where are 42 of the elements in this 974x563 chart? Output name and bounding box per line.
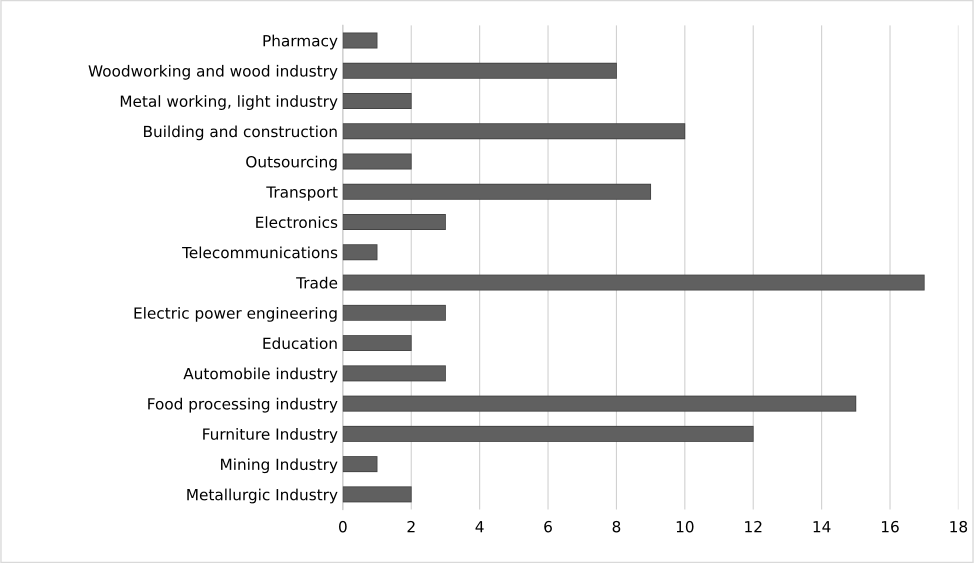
y-tick-label: Electric power engineering: [134, 307, 337, 322]
y-tick-label: Woodworking and wood industry: [88, 64, 338, 80]
x-tick-label: 2: [408, 520, 415, 532]
y-tick-label: Mining Industry: [221, 458, 338, 474]
bar: [342, 456, 378, 472]
y-tick-label: Automobile industry: [183, 368, 338, 382]
x-tick-label: 18: [950, 520, 968, 532]
y-tick-label: Education: [263, 337, 337, 350]
y-tick-label: Telecommunications: [182, 246, 338, 258]
y-tick-label: Outsourcing: [246, 156, 337, 170]
y-tick-label: Metal working, light industry: [120, 95, 338, 110]
bar: [342, 274, 925, 291]
bar: [342, 396, 856, 412]
x-tick-label: 8: [612, 520, 620, 532]
bar: [342, 244, 378, 260]
bar: [342, 62, 617, 79]
bar: [342, 184, 652, 200]
bar: [342, 486, 412, 502]
x-tick-label: 14: [814, 521, 830, 532]
bar: [342, 123, 686, 140]
y-tick-label: Electronics: [256, 216, 338, 228]
x-tick-label: 16: [882, 520, 899, 532]
y-tick-label: Trade: [296, 276, 338, 289]
y-tick-label: Food processing industry: [148, 398, 338, 413]
x-tick-label: 0: [338, 520, 347, 532]
bar: [342, 335, 412, 352]
y-tick-label: Furniture Industry: [203, 428, 338, 443]
y-tick-label: Transport: [266, 186, 338, 201]
bar: [342, 154, 412, 170]
x-tick-label: 4: [476, 521, 484, 532]
bar: [342, 426, 754, 442]
x-tick-label: 10: [676, 520, 694, 532]
bar: [342, 32, 378, 48]
bar: [342, 214, 446, 230]
bar: [342, 93, 412, 109]
y-tick-label: Building and construction: [144, 125, 337, 140]
bar: [342, 365, 446, 382]
x-tick-label: 6: [544, 520, 552, 532]
bar: [342, 304, 446, 321]
y-tick-label: Metallurgic Industry: [187, 488, 338, 504]
x-tick-label: 12: [745, 520, 762, 532]
y-tick-label: Pharmacy: [264, 34, 338, 50]
